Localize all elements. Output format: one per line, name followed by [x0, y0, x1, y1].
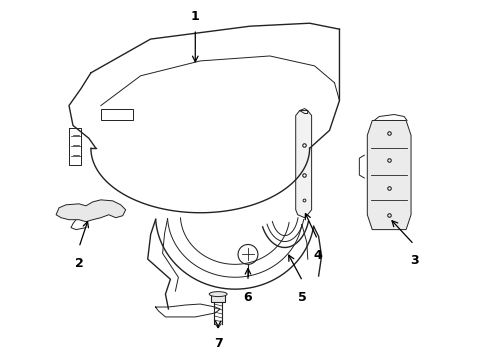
- Text: 5: 5: [298, 291, 307, 304]
- Text: 1: 1: [191, 10, 199, 23]
- Text: 2: 2: [74, 257, 83, 270]
- Bar: [101, 109, 133, 121]
- Polygon shape: [368, 121, 411, 230]
- Text: 6: 6: [244, 291, 252, 304]
- Polygon shape: [56, 200, 125, 222]
- Polygon shape: [295, 111, 312, 218]
- Bar: [211, 294, 225, 302]
- Ellipse shape: [209, 292, 227, 297]
- Text: 7: 7: [214, 337, 222, 350]
- Text: 4: 4: [313, 249, 322, 262]
- Text: 3: 3: [410, 255, 418, 267]
